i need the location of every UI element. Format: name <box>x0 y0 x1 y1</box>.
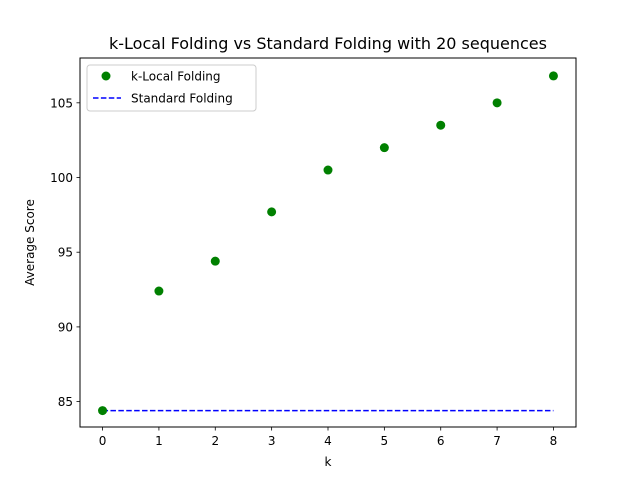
k-local-folding-point <box>548 71 558 81</box>
k-local-folding-point <box>210 256 220 266</box>
y-tick-label: 105 <box>50 96 73 110</box>
chart-title: k-Local Folding vs Standard Folding with… <box>109 34 547 53</box>
y-tick-label: 95 <box>58 246 73 260</box>
k-local-folding-point <box>267 207 277 217</box>
x-axis: 0 1 2 3 4 5 6 7 8 <box>99 427 558 448</box>
legend-label-standard-folding: Standard Folding <box>131 92 233 106</box>
y-tick-label: 90 <box>58 320 73 334</box>
k-local-folding-point <box>436 120 446 130</box>
x-tick-label: 4 <box>324 434 332 448</box>
k-local-folding-point <box>492 98 502 108</box>
k-local-folding-point <box>98 406 108 416</box>
x-axis-label: k <box>325 455 332 469</box>
legend-label-k-local-folding: k-Local Folding <box>131 70 221 84</box>
x-tick-label: 3 <box>268 434 276 448</box>
k-local-folding-point <box>154 286 164 296</box>
x-tick-label: 5 <box>381 434 389 448</box>
x-tick-label: 6 <box>437 434 445 448</box>
k-local-folding-point <box>323 165 333 175</box>
legend: k-Local Folding Standard Folding <box>86 64 257 112</box>
k-local-folding-point <box>379 143 389 153</box>
y-tick-label: 100 <box>50 171 73 185</box>
plot-frame <box>79 57 577 428</box>
x-tick-label: 7 <box>493 434 501 448</box>
x-tick-label: 8 <box>550 434 558 448</box>
y-axis: 85 90 95 100 105 <box>50 96 80 409</box>
plot-series <box>98 71 558 416</box>
y-axis-label: Average Score <box>23 199 37 286</box>
x-tick-label: 2 <box>211 434 219 448</box>
legend-box <box>86 64 257 112</box>
x-tick-label: 1 <box>155 434 163 448</box>
legend-marker-k-local-folding <box>101 71 111 81</box>
x-tick-label: 0 <box>99 434 107 448</box>
y-tick-label: 85 <box>58 395 73 409</box>
